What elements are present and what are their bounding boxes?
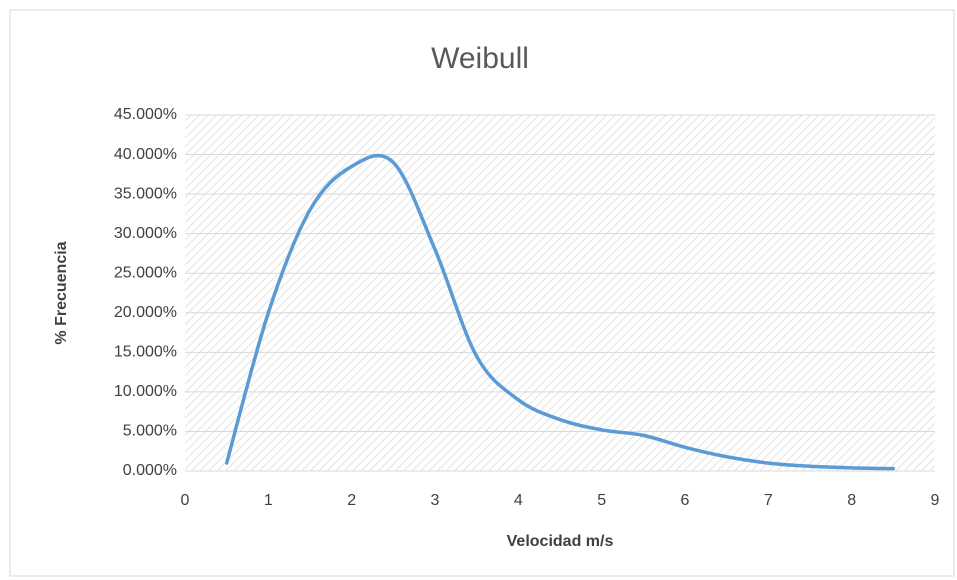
plot-area (185, 115, 935, 471)
x-tick-label: 2 (347, 492, 356, 509)
y-tick-label: 45.000% (114, 106, 177, 123)
data-line (224, 153, 896, 471)
x-tick-label: 6 (681, 492, 690, 509)
y-tick-label: 25.000% (114, 264, 177, 281)
x-tick-label: 5 (597, 492, 606, 509)
x-tick-label: 0 (181, 492, 190, 509)
x-tick-label: 9 (931, 492, 940, 509)
x-axis-label: Velocidad m/s (507, 533, 614, 550)
x-tick-label: 8 (847, 492, 856, 509)
x-tick-label: 4 (514, 492, 523, 509)
x-tick-label: 7 (764, 492, 773, 509)
x-tick-label: 3 (431, 492, 440, 509)
y-tick-label: 35.000% (114, 185, 177, 202)
y-tick-label: 15.000% (114, 344, 177, 361)
y-axis-label: % Frecuencia (53, 241, 70, 344)
y-tick-label: 0.000% (123, 462, 177, 479)
y-tick-label: 5.000% (123, 423, 177, 440)
y-tick-label: 20.000% (114, 304, 177, 321)
y-tick-label: 30.000% (114, 225, 177, 242)
x-tick-label: 1 (264, 492, 273, 509)
y-tick-label: 10.000% (114, 383, 177, 400)
chart-title: Weibull (431, 42, 529, 75)
y-tick-label: 40.000% (114, 146, 177, 163)
